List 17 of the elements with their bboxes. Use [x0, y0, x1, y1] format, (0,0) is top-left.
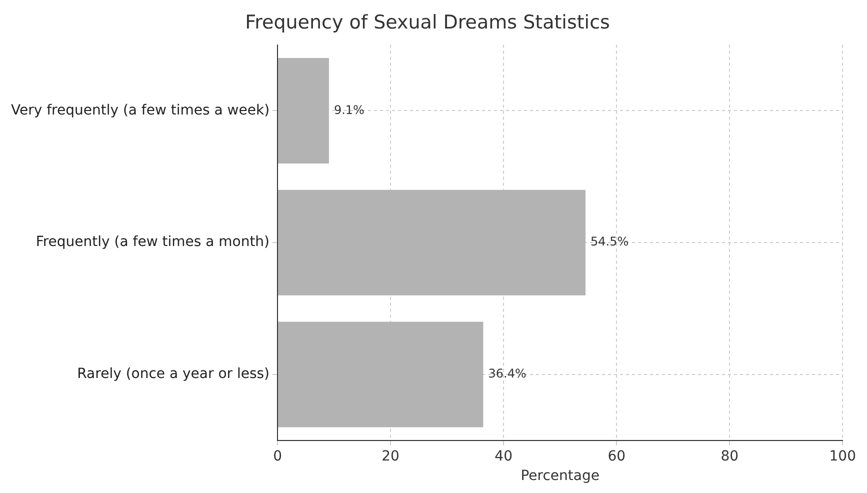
- bar: [278, 58, 329, 164]
- data-label: 36.4%: [488, 366, 526, 381]
- y-tick-label: Rarely (once a year or less): [77, 366, 270, 382]
- x-axis-title: Percentage: [520, 468, 600, 484]
- x-tick-label: 80: [720, 448, 739, 464]
- x-tick-label: 100: [829, 448, 856, 464]
- x-tick-label: 60: [608, 448, 626, 464]
- chart-title: Frequency of Sexual Dreams Statistics: [245, 11, 610, 34]
- data-label: 9.1%: [334, 102, 364, 117]
- bar: [278, 190, 586, 296]
- y-tick-label: Very frequently (a few times a week): [10, 102, 270, 118]
- bar: [278, 322, 484, 428]
- y-tick-label: Frequently (a few times a month): [36, 234, 270, 250]
- data-label: 54.5%: [590, 234, 629, 249]
- x-tick-label: 40: [494, 448, 512, 464]
- x-tick-label: 20: [382, 448, 400, 464]
- x-tick-label: 0: [273, 448, 282, 464]
